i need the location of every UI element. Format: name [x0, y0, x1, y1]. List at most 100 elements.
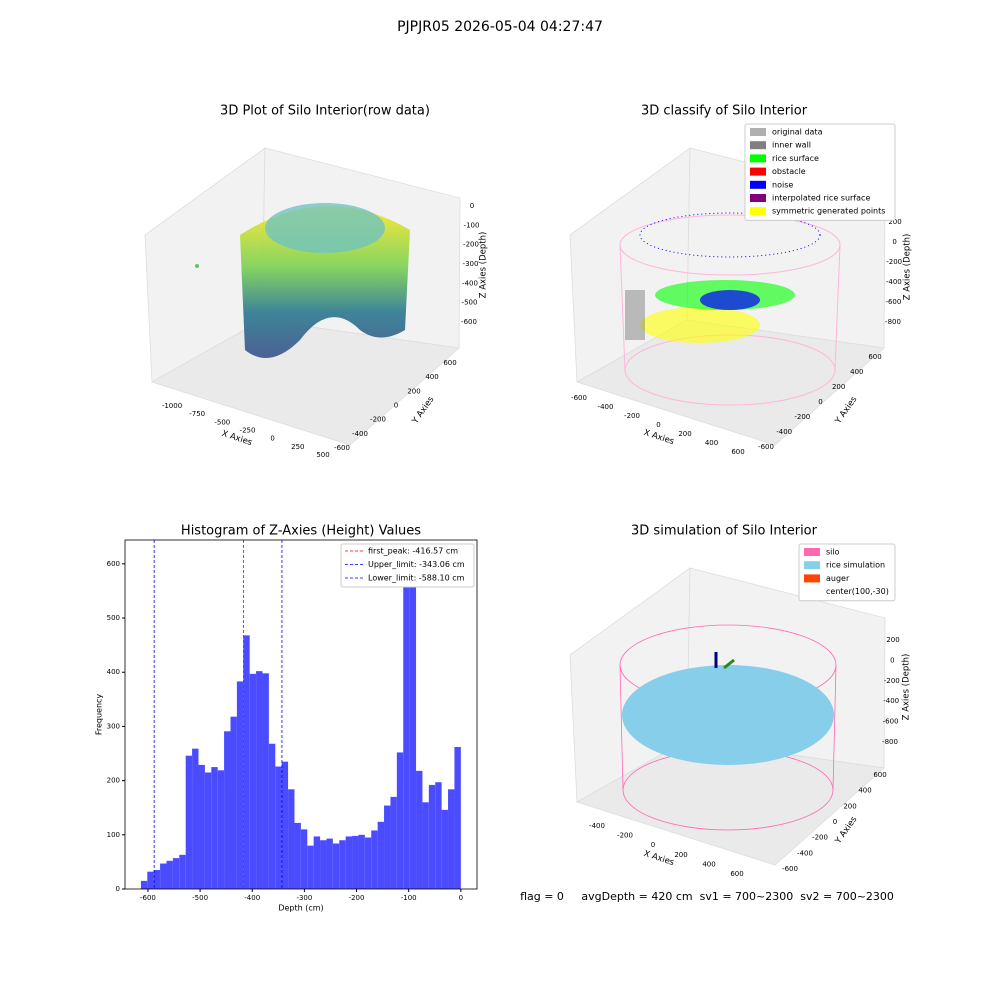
- legend-swatch: [750, 154, 766, 163]
- legend-swatch: [804, 548, 820, 556]
- z-tick-label: -300: [463, 260, 479, 268]
- x-tick-label: -500: [192, 894, 208, 902]
- bar: [185, 755, 193, 889]
- bar: [236, 681, 244, 889]
- bar: [377, 821, 385, 889]
- legend-swatch: [750, 141, 766, 150]
- y-tick-label: 200: [843, 802, 856, 810]
- x-tick-label: -500: [214, 418, 230, 426]
- legend-label: Lower_limit: -588.10 cm: [368, 574, 465, 583]
- y-tick-label: 600: [873, 771, 886, 779]
- x-tick-label: 400: [702, 860, 715, 868]
- bar: [390, 796, 397, 889]
- y-tick-label: 0: [116, 885, 120, 893]
- y-tick-label: 0: [394, 402, 398, 410]
- z-tick-label: 200: [888, 218, 901, 226]
- bar: [294, 822, 301, 889]
- bar: [435, 782, 442, 889]
- z-tick-label: 0: [470, 202, 474, 210]
- x-tick-label: 0: [270, 435, 274, 443]
- y-tick-label: -400: [797, 849, 813, 857]
- z-tick-label: -600: [883, 718, 899, 726]
- bar: [172, 858, 180, 889]
- legend-label: original data: [772, 128, 823, 137]
- y-tick-label: -200: [812, 834, 828, 842]
- bar: [300, 829, 308, 889]
- x-tick-label: 0: [459, 894, 463, 902]
- y-tick-label: -400: [776, 428, 792, 436]
- z-tick-label: -500: [462, 299, 478, 307]
- figure-title: PJPJR05 2026-05-04 04:27:47: [397, 19, 603, 35]
- y-tick-label: 0: [833, 818, 837, 826]
- z-axis-label: Z Axies (Depth): [902, 654, 912, 721]
- legend-label: silo: [826, 548, 840, 557]
- bar: [345, 836, 353, 889]
- x-tick-label: -200: [617, 832, 633, 840]
- bar: [352, 835, 359, 889]
- bar: [192, 748, 199, 889]
- legend-label: symmetric generated points: [772, 207, 885, 216]
- bar: [217, 770, 225, 889]
- bar: [416, 770, 423, 889]
- legend-swatch: [750, 167, 766, 176]
- bar: [326, 838, 333, 889]
- footer: flag = 0 avgDepth = 420 cm sv1 = 700~230…: [520, 890, 894, 903]
- y-tick-label: 200: [832, 383, 845, 391]
- x-tick-label: 0: [656, 421, 660, 429]
- bar: [243, 635, 250, 889]
- z-tick-label: -200: [884, 677, 900, 685]
- bar: [268, 743, 276, 889]
- legend-swatch: [750, 207, 766, 216]
- bar: [422, 802, 429, 889]
- legend-label: Upper_limit: -343.06 cm: [368, 560, 465, 569]
- bar: [288, 789, 295, 889]
- y-tick-label: -200: [794, 413, 810, 421]
- legend-swatch: [804, 574, 820, 583]
- y-tick-label: 400: [107, 668, 120, 676]
- bar: [204, 772, 212, 889]
- y-tick-label: 600: [868, 353, 881, 361]
- x-tick-label: -250: [240, 427, 256, 435]
- x-tick-label: -600: [571, 394, 587, 402]
- legend-swatch: [804, 561, 820, 570]
- bar: [224, 731, 231, 889]
- x-tick-label: -200: [624, 412, 640, 420]
- z-tick-label: -400: [462, 279, 478, 287]
- y-axis-label: Y Axies: [410, 394, 437, 426]
- bar: [371, 830, 378, 889]
- bar: [448, 789, 455, 889]
- bar: [147, 871, 154, 889]
- y-tick-label: 0: [818, 398, 822, 406]
- y-tick-label: -600: [758, 443, 774, 451]
- x-tick-label: 500: [316, 451, 329, 459]
- x-tick-label: -400: [244, 894, 260, 902]
- x-tick-label: -200: [349, 894, 365, 902]
- x-tick-label: 600: [730, 870, 743, 878]
- x-tick-label: -100: [401, 894, 417, 902]
- legend-label: rice surface: [772, 154, 819, 163]
- legend-label: rice simulation: [826, 561, 885, 570]
- y-tick-label: 100: [107, 831, 120, 839]
- x-tick-label: -400: [589, 822, 605, 830]
- legend-box: [744, 123, 896, 221]
- legend-label: inner wall: [772, 141, 811, 150]
- bar: [339, 840, 346, 889]
- legend-swatch: [750, 180, 766, 189]
- bar: [409, 585, 417, 889]
- bar: [166, 860, 173, 889]
- bar: [281, 761, 289, 889]
- y-axis-label: Frequency: [95, 694, 104, 736]
- bar: [307, 845, 314, 889]
- bar: [179, 854, 186, 889]
- y-axis-label: Y Axies: [833, 394, 860, 426]
- panel-title: 3D classify of Silo Interior: [641, 104, 808, 119]
- legend-box: [340, 543, 475, 588]
- y-tick-label: 600: [443, 359, 456, 367]
- bar: [211, 767, 218, 889]
- z-tick-label: -100: [464, 221, 480, 229]
- panel-title: 3D simulation of Silo Interior: [631, 524, 818, 539]
- x-tick-label: -600: [140, 894, 156, 902]
- bar: [198, 764, 205, 889]
- y-tick-label: 500: [107, 614, 120, 622]
